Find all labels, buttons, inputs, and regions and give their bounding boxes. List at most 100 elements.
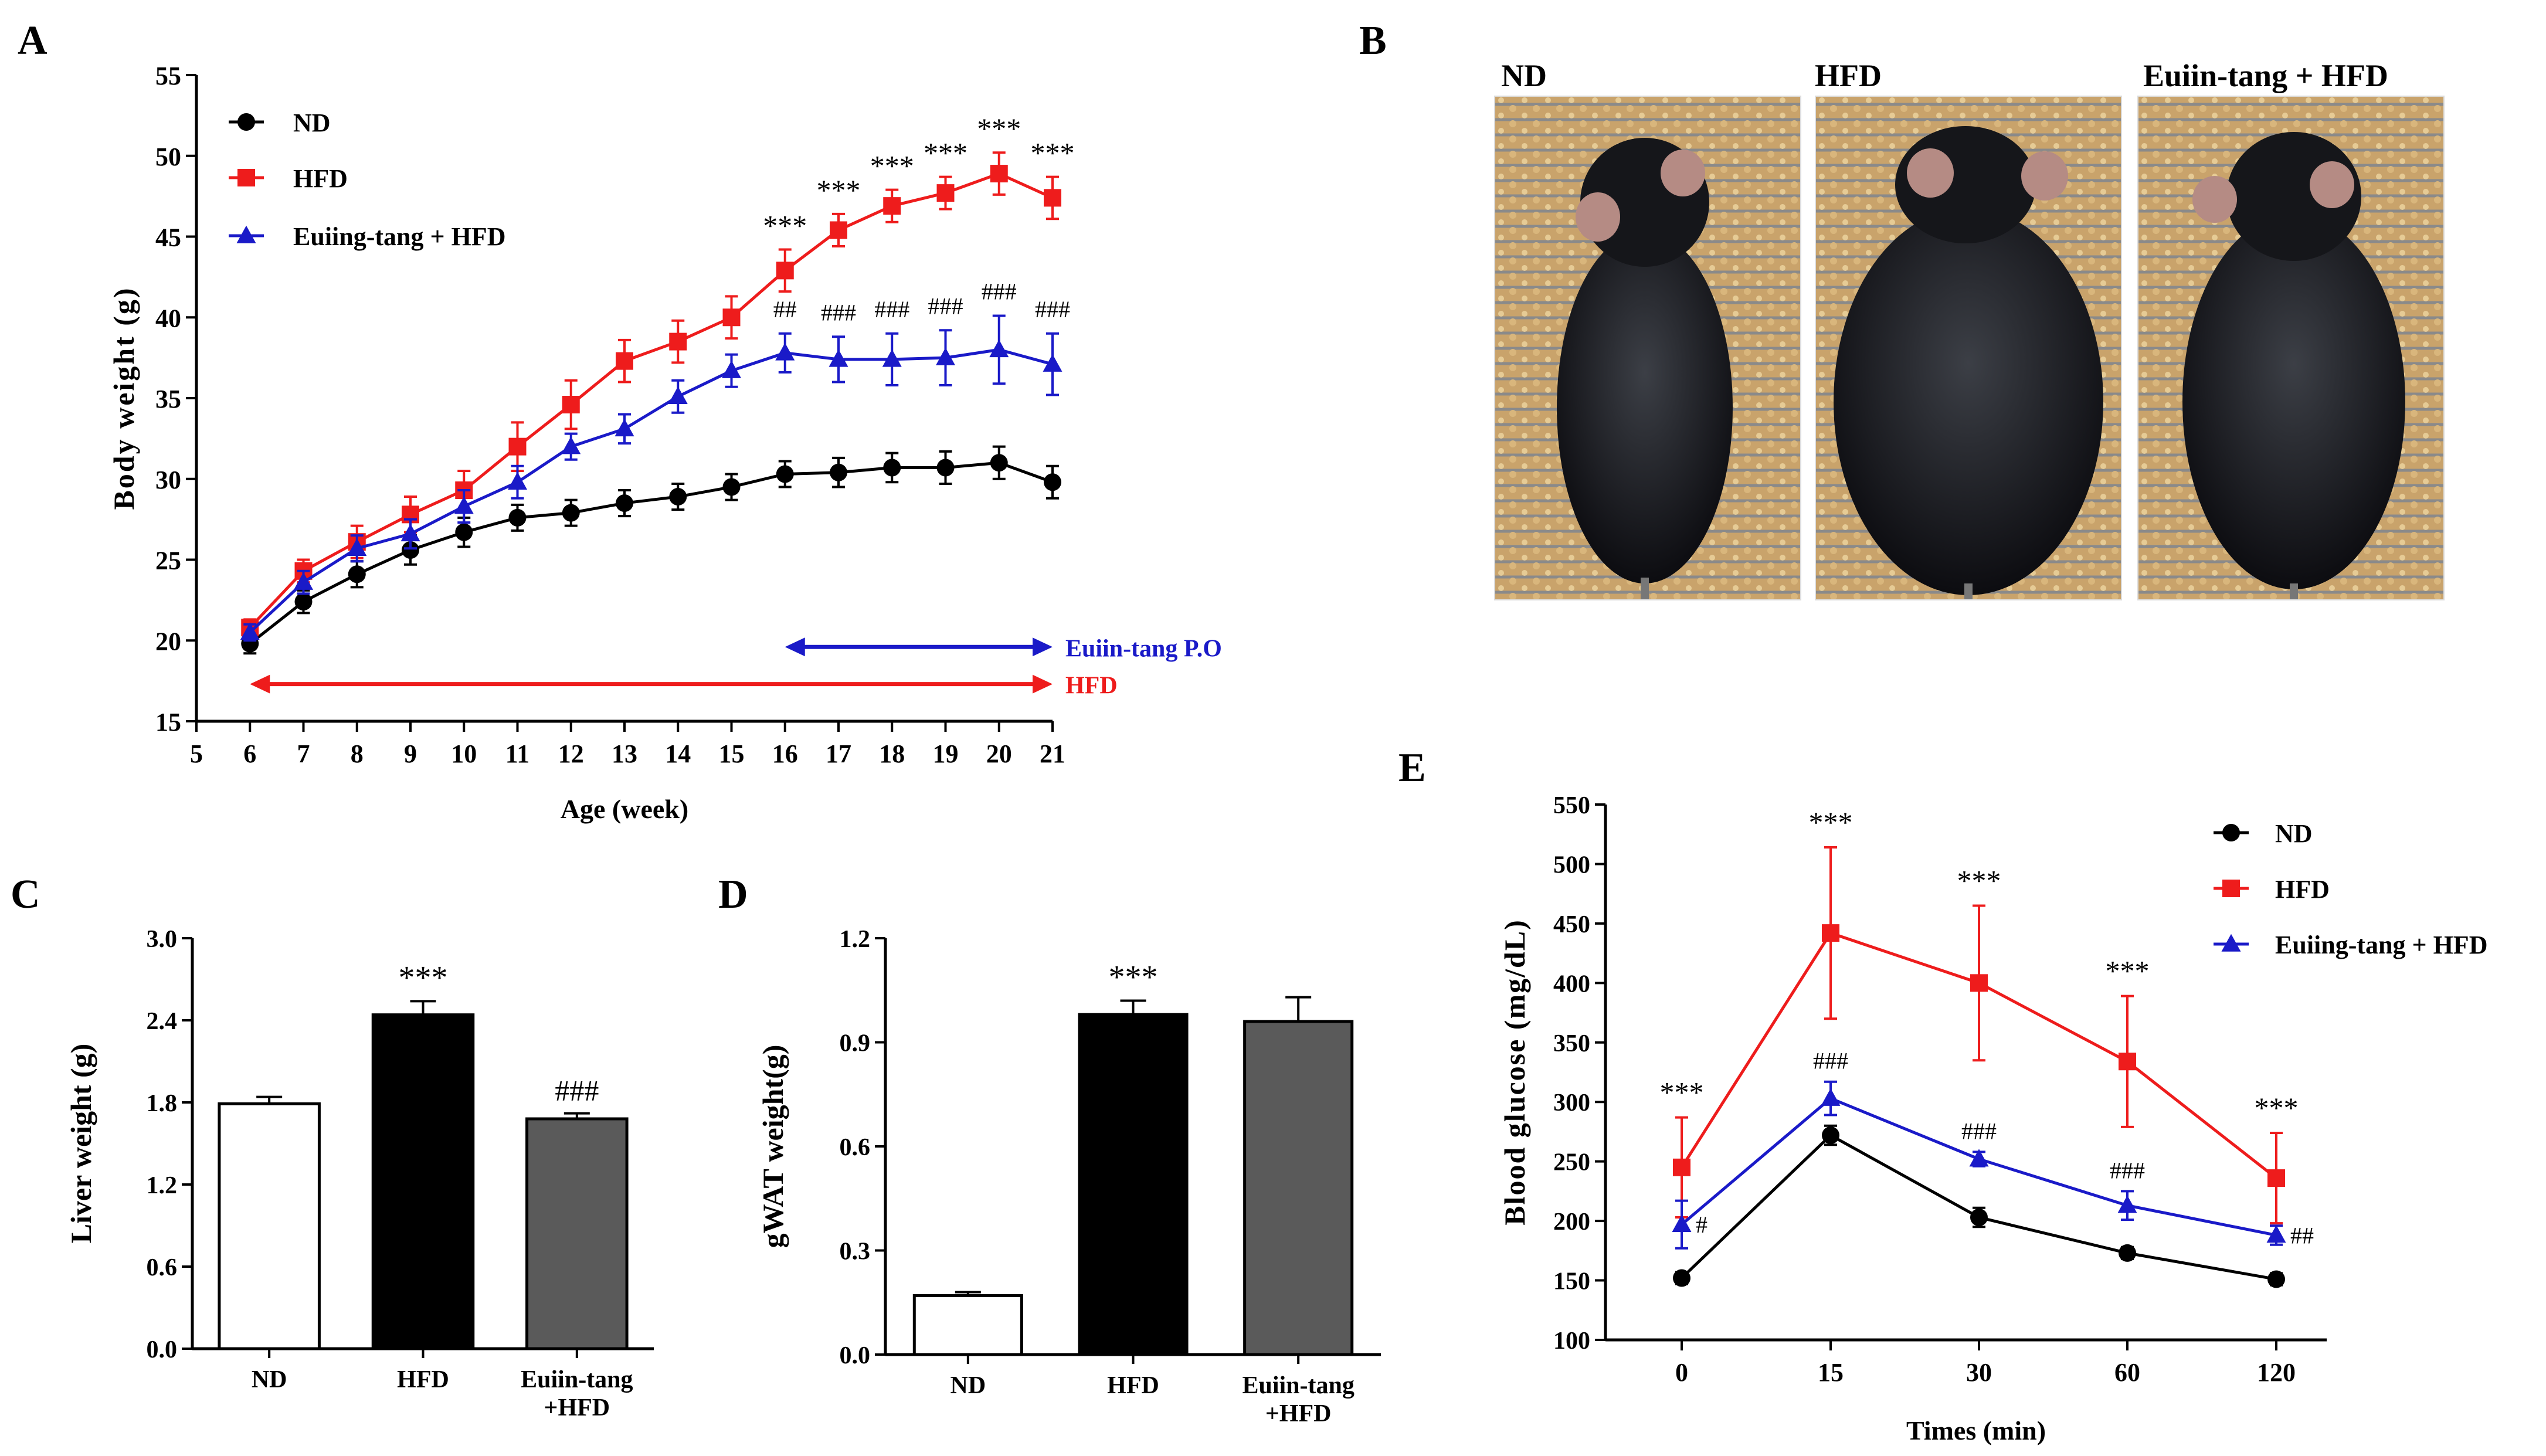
a-point bbox=[669, 488, 687, 506]
a-legend-label: HFD bbox=[293, 164, 348, 193]
e-point bbox=[1822, 1126, 1839, 1145]
a-ytick-label: 40 bbox=[155, 304, 181, 332]
d-category-label: ND bbox=[950, 1372, 986, 1399]
e-point bbox=[2267, 1270, 2285, 1288]
e-significance-mark: ## bbox=[2290, 1222, 2314, 1248]
a-point bbox=[776, 262, 794, 280]
panel-label-d: D bbox=[718, 872, 748, 917]
a-point bbox=[882, 349, 902, 367]
a-significance-mark: ### bbox=[982, 278, 1017, 304]
photo-label-hfd: HFD bbox=[1815, 58, 1882, 93]
mouse-image-nd bbox=[1495, 97, 1800, 599]
a-xtick-label: 21 bbox=[1040, 739, 1065, 768]
a-xtick-label: 7 bbox=[297, 739, 310, 768]
d-category-label: +HFD bbox=[1265, 1400, 1332, 1427]
a-legend-marker bbox=[236, 225, 256, 243]
a-point bbox=[508, 472, 527, 490]
a-significance-mark: *** bbox=[763, 209, 807, 242]
a-range-label: HFD bbox=[1065, 673, 1118, 700]
e-significance-mark: ### bbox=[1813, 1048, 1848, 1074]
e-xtick-label: 120 bbox=[2257, 1358, 2296, 1387]
e-point bbox=[1673, 1158, 1690, 1176]
c-significance-mark: ### bbox=[555, 1074, 599, 1107]
a-point bbox=[936, 347, 955, 365]
e-ytick-label: 250 bbox=[1553, 1149, 1590, 1176]
a-point bbox=[668, 386, 688, 404]
a-point bbox=[989, 340, 1009, 358]
e-ytick-label: 450 bbox=[1553, 911, 1590, 938]
a-xtick-label: 16 bbox=[772, 739, 798, 768]
a-ytick-label: 45 bbox=[155, 223, 181, 252]
c-category-label: +HFD bbox=[544, 1394, 610, 1421]
a-point bbox=[883, 459, 901, 477]
c-category-label: ND bbox=[252, 1366, 287, 1393]
a-significance-mark: ### bbox=[1035, 296, 1070, 323]
a-legend-label: ND bbox=[293, 108, 331, 137]
a-significance-mark: ### bbox=[928, 293, 963, 319]
photo-label-euiin: Euiin-tang + HFD bbox=[2143, 58, 2388, 93]
a-point bbox=[294, 572, 313, 590]
c-bar bbox=[525, 1117, 629, 1350]
a-xtick-label: 5 bbox=[190, 739, 203, 768]
a-point bbox=[1043, 354, 1062, 372]
a-point bbox=[936, 184, 955, 202]
a-ytick-label: 15 bbox=[155, 708, 181, 737]
c-ytick-label: 1.2 bbox=[147, 1172, 178, 1199]
e-point bbox=[1970, 1209, 1988, 1227]
e-significance-mark: *** bbox=[1957, 864, 2001, 897]
c-bar bbox=[371, 1013, 475, 1350]
a-point bbox=[616, 352, 633, 370]
a-point bbox=[936, 459, 955, 477]
mouse-photo-nd bbox=[1494, 96, 1801, 600]
c-y-axis-title: Liver weight (g) bbox=[65, 1044, 97, 1244]
panel-label-b: B bbox=[1359, 18, 1387, 63]
a-xtick-label: 10 bbox=[451, 739, 477, 768]
e-xtick-label: 60 bbox=[2114, 1358, 2140, 1387]
panel-label-e: E bbox=[1398, 745, 1426, 790]
e-point bbox=[2119, 1244, 2136, 1262]
a-point bbox=[829, 349, 848, 367]
e-point bbox=[1822, 924, 1839, 942]
a-range-arrow-right bbox=[1033, 637, 1053, 657]
a-point bbox=[775, 342, 795, 361]
a-significance-mark: *** bbox=[817, 174, 861, 206]
a-point bbox=[348, 565, 366, 583]
c-ytick-label: 2.4 bbox=[147, 1008, 178, 1035]
a-xtick-label: 8 bbox=[351, 739, 364, 768]
a-point bbox=[776, 465, 794, 483]
d-category-label: Euiin-tang bbox=[1242, 1372, 1354, 1399]
e-point bbox=[2267, 1169, 2285, 1187]
a-series-line bbox=[249, 461, 1053, 645]
photo-label-nd: ND bbox=[1501, 58, 1547, 93]
a-xtick-label: 15 bbox=[719, 739, 745, 768]
a-xtick-label: 20 bbox=[986, 739, 1012, 768]
a-range-arrow-right bbox=[1033, 674, 1053, 694]
a-xtick-label: 11 bbox=[505, 739, 530, 768]
e-ytick-label: 100 bbox=[1553, 1328, 1590, 1355]
d-ytick-label: 0.3 bbox=[840, 1238, 871, 1265]
c-ytick-label: 1.8 bbox=[147, 1090, 178, 1117]
mouse-photo-euiin bbox=[2137, 96, 2445, 600]
mouse-photo-hfd bbox=[1815, 96, 2122, 600]
e-legend-label: ND bbox=[2275, 819, 2313, 848]
a-range-label: Euiin-tang P.O bbox=[1065, 635, 1222, 662]
a-series-line bbox=[249, 348, 1053, 634]
e-significance-mark: # bbox=[1696, 1211, 1707, 1238]
e-xtick-label: 15 bbox=[1818, 1358, 1844, 1387]
a-series-line bbox=[249, 172, 1054, 629]
e-point bbox=[1970, 974, 1988, 992]
a-xtick-label: 13 bbox=[612, 739, 637, 768]
a-xtick-label: 9 bbox=[404, 739, 417, 768]
chart-c-liver-weight: 0.0 0.6 1.2 1.8 2.4 3.0 Liver weight (g) ND HFD *… bbox=[65, 926, 654, 1421]
a-point bbox=[616, 494, 633, 513]
c-ytick-label: 3.0 bbox=[147, 926, 178, 953]
e-significance-mark: *** bbox=[2106, 955, 2150, 987]
e-ytick-label: 550 bbox=[1553, 792, 1590, 819]
a-point bbox=[722, 360, 741, 378]
e-significance-mark: *** bbox=[1809, 806, 1853, 839]
e-legend-marker bbox=[2221, 934, 2241, 952]
a-xtick-label: 19 bbox=[933, 739, 959, 768]
panel-label-c: C bbox=[11, 872, 40, 917]
e-ytick-label: 500 bbox=[1553, 851, 1590, 878]
e-ytick-label: 350 bbox=[1553, 1030, 1590, 1057]
